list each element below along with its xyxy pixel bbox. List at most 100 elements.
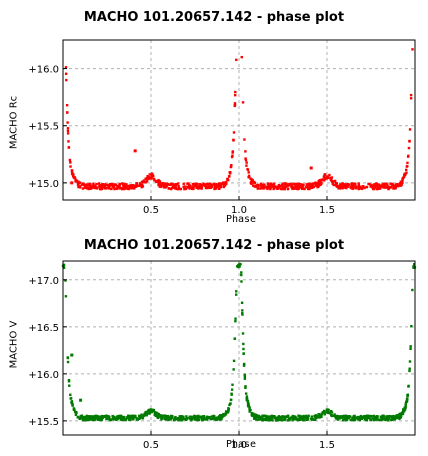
data-point bbox=[84, 183, 88, 187]
data-point bbox=[64, 279, 67, 282]
data-point bbox=[411, 48, 414, 51]
data-point bbox=[282, 182, 285, 185]
data-point bbox=[351, 187, 354, 190]
data-point bbox=[243, 138, 246, 141]
data-point bbox=[153, 413, 156, 416]
data-point bbox=[323, 178, 326, 182]
data-point bbox=[78, 417, 81, 421]
data-point bbox=[372, 414, 376, 418]
data-point bbox=[374, 418, 378, 421]
data-point bbox=[230, 155, 234, 159]
data-point bbox=[330, 414, 333, 417]
data-point bbox=[303, 418, 306, 422]
data-point bbox=[304, 414, 308, 418]
data-point bbox=[255, 415, 259, 419]
data-point bbox=[165, 415, 168, 418]
data-point bbox=[195, 415, 199, 418]
data-point bbox=[409, 97, 413, 100]
data-point bbox=[64, 72, 68, 75]
data-point bbox=[287, 414, 290, 417]
data-point bbox=[323, 413, 326, 416]
data-point bbox=[302, 184, 305, 187]
data-point bbox=[258, 418, 261, 421]
data-point bbox=[71, 402, 74, 406]
data-point bbox=[330, 179, 333, 183]
data-point bbox=[83, 183, 86, 186]
data-point bbox=[103, 184, 107, 188]
data-point bbox=[381, 183, 384, 186]
data-point bbox=[320, 178, 324, 181]
data-point bbox=[310, 183, 313, 187]
data-point bbox=[408, 128, 412, 131]
data-point bbox=[146, 410, 149, 413]
data-point bbox=[241, 312, 244, 315]
data-point bbox=[346, 185, 350, 188]
data-point bbox=[115, 187, 118, 190]
data-point bbox=[358, 186, 361, 190]
data-point bbox=[196, 185, 199, 189]
data-point bbox=[397, 414, 401, 418]
data-point bbox=[89, 182, 92, 186]
data-point bbox=[122, 415, 125, 419]
data-point bbox=[156, 413, 159, 417]
data-point bbox=[241, 332, 245, 335]
data-point bbox=[388, 417, 391, 420]
data-point bbox=[362, 185, 365, 189]
data-point bbox=[140, 413, 143, 416]
data-point bbox=[259, 182, 263, 186]
data-point bbox=[336, 418, 340, 421]
data-point bbox=[319, 414, 322, 418]
data-point bbox=[115, 418, 118, 422]
data-point bbox=[296, 187, 300, 190]
data-point bbox=[263, 418, 267, 422]
data-point bbox=[302, 414, 305, 418]
data-point bbox=[70, 181, 74, 185]
data-point bbox=[80, 414, 84, 417]
data-point bbox=[121, 418, 124, 422]
data-point bbox=[108, 415, 111, 419]
data-point bbox=[131, 184, 134, 187]
data-point bbox=[102, 186, 105, 189]
data-point bbox=[109, 187, 112, 190]
data-point bbox=[146, 174, 149, 178]
data-point bbox=[252, 180, 256, 184]
data-point bbox=[196, 416, 199, 420]
data-point bbox=[67, 379, 71, 382]
data-point bbox=[166, 417, 169, 421]
data-point bbox=[347, 415, 350, 419]
data-point bbox=[94, 186, 97, 190]
data-point bbox=[106, 184, 110, 187]
data-point bbox=[270, 182, 273, 185]
data-point bbox=[258, 187, 262, 190]
data-point bbox=[324, 411, 328, 414]
data-point bbox=[195, 182, 198, 185]
data-point bbox=[410, 325, 413, 328]
data-point bbox=[165, 183, 168, 187]
data-point bbox=[267, 183, 270, 186]
data-point bbox=[112, 184, 115, 188]
data-point bbox=[192, 182, 196, 186]
data-point bbox=[234, 320, 237, 323]
data-point bbox=[231, 150, 235, 154]
data-point bbox=[292, 182, 296, 186]
data-point bbox=[379, 418, 382, 422]
data-point bbox=[405, 397, 409, 401]
data-point bbox=[199, 415, 202, 418]
data-point bbox=[261, 414, 264, 417]
data-point bbox=[70, 353, 74, 357]
data-point bbox=[309, 166, 313, 170]
data-point bbox=[367, 182, 370, 186]
data-point bbox=[270, 416, 273, 420]
data-point bbox=[399, 412, 403, 415]
data-point bbox=[288, 182, 291, 186]
data-point bbox=[358, 418, 362, 421]
data-point bbox=[131, 414, 135, 417]
chart-title: MACHO 101.20657.142 - phase plot bbox=[83, 10, 345, 25]
data-point bbox=[157, 414, 160, 417]
data-point bbox=[133, 149, 137, 153]
data-point bbox=[351, 418, 354, 422]
data-point bbox=[80, 416, 83, 419]
data-point bbox=[240, 273, 243, 277]
data-point bbox=[133, 415, 137, 419]
x-tick-label: 1.0 bbox=[231, 440, 247, 451]
